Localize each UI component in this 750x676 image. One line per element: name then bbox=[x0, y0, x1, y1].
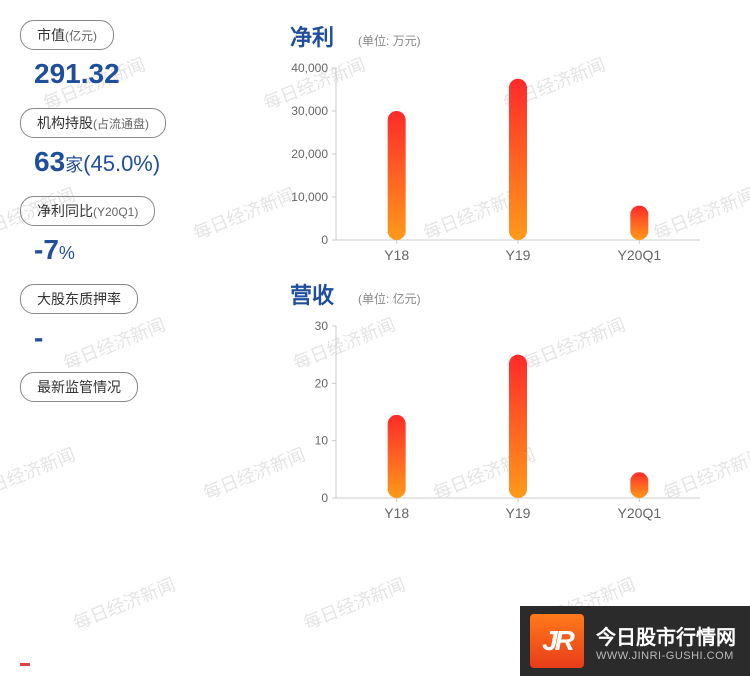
bar-chart: 0 10 20 30 Y18 Y19 Y20Q1 bbox=[280, 316, 710, 526]
stat-block: 大股东质押率 - bbox=[20, 284, 260, 354]
chart-unit-label: (单位: 万元) bbox=[358, 32, 421, 49]
chart-unit-label: (单位: 亿元) bbox=[358, 290, 421, 307]
stat-value-number: 63 bbox=[34, 146, 65, 177]
stat-value-unit: 家 bbox=[65, 155, 83, 175]
stat-label: 净利同比(Y20Q1) bbox=[20, 196, 155, 226]
stat-block: 市值(亿元) 291.32 bbox=[20, 20, 260, 90]
chart-section: 净利 (单位: 万元) 0 10,000 20,000 30,000 40,000 Y18 Y1… bbox=[280, 20, 730, 268]
y-tick-label: 30,000 bbox=[291, 104, 328, 118]
chart-header: 营收 (单位: 亿元) bbox=[280, 278, 730, 310]
chart-title: 净利 bbox=[290, 20, 334, 52]
x-tick-label: Y20Q1 bbox=[618, 505, 662, 521]
y-tick-label: 20 bbox=[315, 376, 329, 390]
stat-value: -7% bbox=[20, 234, 260, 266]
chart-section: 营收 (单位: 亿元) 0 10 20 30 Y18 Y19 Y20Q1 bbox=[280, 278, 730, 526]
chart-title: 营收 bbox=[290, 278, 334, 310]
bar bbox=[630, 206, 648, 240]
stat-label: 最新监管情况 bbox=[20, 372, 138, 402]
stat-label: 市值(亿元) bbox=[20, 20, 114, 50]
stat-block: 机构持股(占流通盘) 63家(45.0%) bbox=[20, 108, 260, 178]
stat-label-sub: (亿元) bbox=[65, 29, 97, 43]
y-tick-label: 0 bbox=[321, 233, 328, 247]
stat-value-number: -7 bbox=[34, 234, 59, 265]
x-tick-label: Y18 bbox=[384, 247, 409, 263]
x-tick-label: Y19 bbox=[506, 247, 531, 263]
source-url: WWW.JINRI-GUSHI.COM bbox=[596, 650, 736, 662]
footer-accent bbox=[20, 663, 30, 666]
source-logo: JR bbox=[530, 614, 584, 668]
stat-value: 63家(45.0%) bbox=[20, 146, 260, 178]
stat-label-sub: (Y20Q1) bbox=[93, 205, 138, 219]
stat-value-number: 291.32 bbox=[34, 58, 120, 89]
source-text: 今日股市行情网 WWW.JINRI-GUSHI.COM bbox=[596, 621, 736, 662]
x-tick-label: Y20Q1 bbox=[618, 247, 662, 263]
chart-plot: 0 10,000 20,000 30,000 40,000 Y18 Y19 Y20Q1 bbox=[280, 58, 730, 268]
y-tick-label: 0 bbox=[321, 491, 328, 505]
bar bbox=[630, 472, 648, 498]
stat-value-number: - bbox=[34, 322, 43, 353]
y-tick-label: 20,000 bbox=[291, 147, 328, 161]
stat-label-main: 大股东质押率 bbox=[37, 291, 121, 307]
stat-label-main: 净利同比 bbox=[37, 203, 93, 219]
stat-value-unit: % bbox=[59, 243, 75, 263]
source-banner: JR 今日股市行情网 WWW.JINRI-GUSHI.COM bbox=[520, 606, 750, 676]
main-content: 市值(亿元) 291.32 机构持股(占流通盘) 63家(45.0%) 净利同比(Y20… bbox=[0, 0, 750, 676]
charts-column: 净利 (单位: 万元) 0 10,000 20,000 30,000 40,000 Y18 Y1… bbox=[270, 20, 730, 676]
bar-chart: 0 10,000 20,000 30,000 40,000 Y18 Y19 Y20Q1 bbox=[280, 58, 710, 268]
stat-label-main: 市值 bbox=[37, 27, 65, 43]
bar bbox=[509, 79, 527, 240]
bar bbox=[509, 355, 527, 498]
stat-label-main: 机构持股 bbox=[37, 115, 93, 131]
stat-value: - bbox=[20, 322, 260, 354]
stat-label: 大股东质押率 bbox=[20, 284, 138, 314]
y-tick-label: 10,000 bbox=[291, 190, 328, 204]
stat-block: 最新监管情况 bbox=[20, 372, 260, 410]
y-tick-label: 40,000 bbox=[291, 61, 328, 75]
stat-label: 机构持股(占流通盘) bbox=[20, 108, 166, 138]
bar bbox=[388, 111, 406, 240]
stat-label-sub: (占流通盘) bbox=[93, 117, 149, 131]
chart-plot: 0 10 20 30 Y18 Y19 Y20Q1 bbox=[280, 316, 730, 526]
stat-block: 净利同比(Y20Q1) -7% bbox=[20, 196, 260, 266]
stat-value-paren: (45.0%) bbox=[83, 151, 160, 176]
stat-value: 291.32 bbox=[20, 58, 260, 90]
stat-label-main: 最新监管情况 bbox=[37, 379, 121, 395]
stats-column: 市值(亿元) 291.32 机构持股(占流通盘) 63家(45.0%) 净利同比(Y20… bbox=[20, 20, 270, 676]
x-tick-label: Y19 bbox=[506, 505, 531, 521]
x-tick-label: Y18 bbox=[384, 505, 409, 521]
source-title: 今日股市行情网 bbox=[596, 621, 736, 650]
y-tick-label: 30 bbox=[315, 319, 329, 333]
chart-header: 净利 (单位: 万元) bbox=[280, 20, 730, 52]
bar bbox=[388, 415, 406, 498]
y-tick-label: 10 bbox=[315, 434, 329, 448]
